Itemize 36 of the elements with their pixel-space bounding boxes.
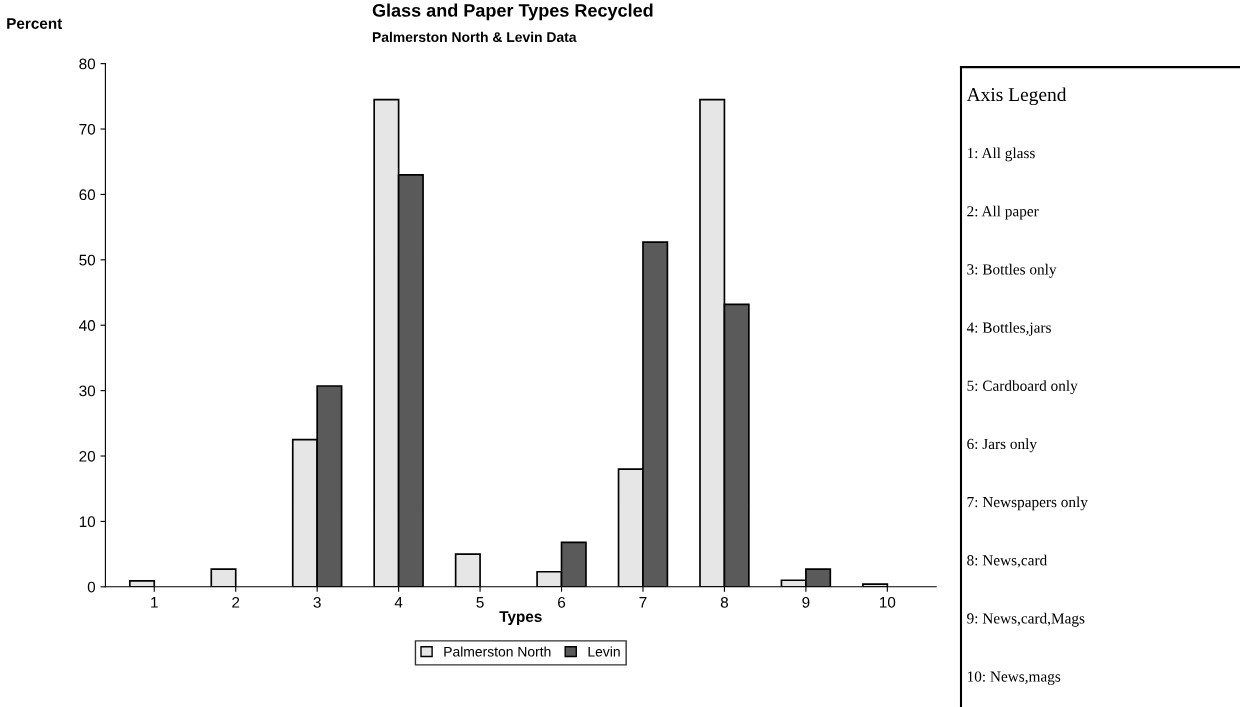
y-tick-label: 10 bbox=[79, 516, 96, 528]
legend-label: Levin bbox=[588, 646, 620, 657]
y-tick-label: 30 bbox=[79, 385, 96, 397]
x-tick-label: 2 bbox=[232, 596, 240, 608]
x-tick-label: 4 bbox=[394, 597, 403, 608]
y-tick-label: 50 bbox=[79, 254, 96, 266]
y-tick-label: 20 bbox=[79, 450, 96, 462]
text: 10: News,mags bbox=[967, 671, 1061, 685]
text: 4: Bottles,jars bbox=[966, 321, 1051, 336]
text: 2: All paper bbox=[967, 205, 1039, 220]
x-tick-label: 9 bbox=[802, 596, 810, 608]
legend-label: Palmerston North bbox=[444, 646, 551, 657]
text: 8: News,card bbox=[967, 554, 1047, 568]
x-tick-label: 8 bbox=[720, 596, 729, 608]
y-tick-label: 60 bbox=[79, 189, 96, 201]
x-tick-label: 7 bbox=[639, 597, 647, 608]
x-tick-label: 10 bbox=[880, 596, 896, 608]
y-tick-label: 80 bbox=[79, 58, 96, 70]
x-tick-label: 1 bbox=[151, 597, 158, 608]
chart-subtitle: Palmerston North & Levin Data bbox=[372, 31, 577, 43]
x-tick-label: 6 bbox=[558, 596, 566, 608]
x-tick-label: 5 bbox=[476, 597, 484, 608]
text: 6: Jars only bbox=[967, 438, 1037, 453]
text: 3: Bottles only bbox=[967, 263, 1057, 278]
text: 1: All glass bbox=[967, 147, 1035, 162]
y-tick-label: 40 bbox=[79, 320, 96, 331]
y-tick-label: 70 bbox=[79, 123, 96, 135]
chart-title: Glass and Paper Types Recycled bbox=[372, 3, 653, 21]
x-tick-label: 3 bbox=[313, 596, 321, 608]
text: Axis Legend bbox=[966, 87, 1067, 106]
text: 9: News,card,Mags bbox=[967, 612, 1085, 627]
text: 7: Newspapers only bbox=[967, 496, 1088, 511]
y-axis-title: Percent bbox=[7, 18, 63, 29]
y-tick-label: 0 bbox=[87, 581, 96, 593]
text: 5: Cardboard only bbox=[967, 380, 1078, 395]
x-axis-title: Types bbox=[499, 611, 542, 626]
